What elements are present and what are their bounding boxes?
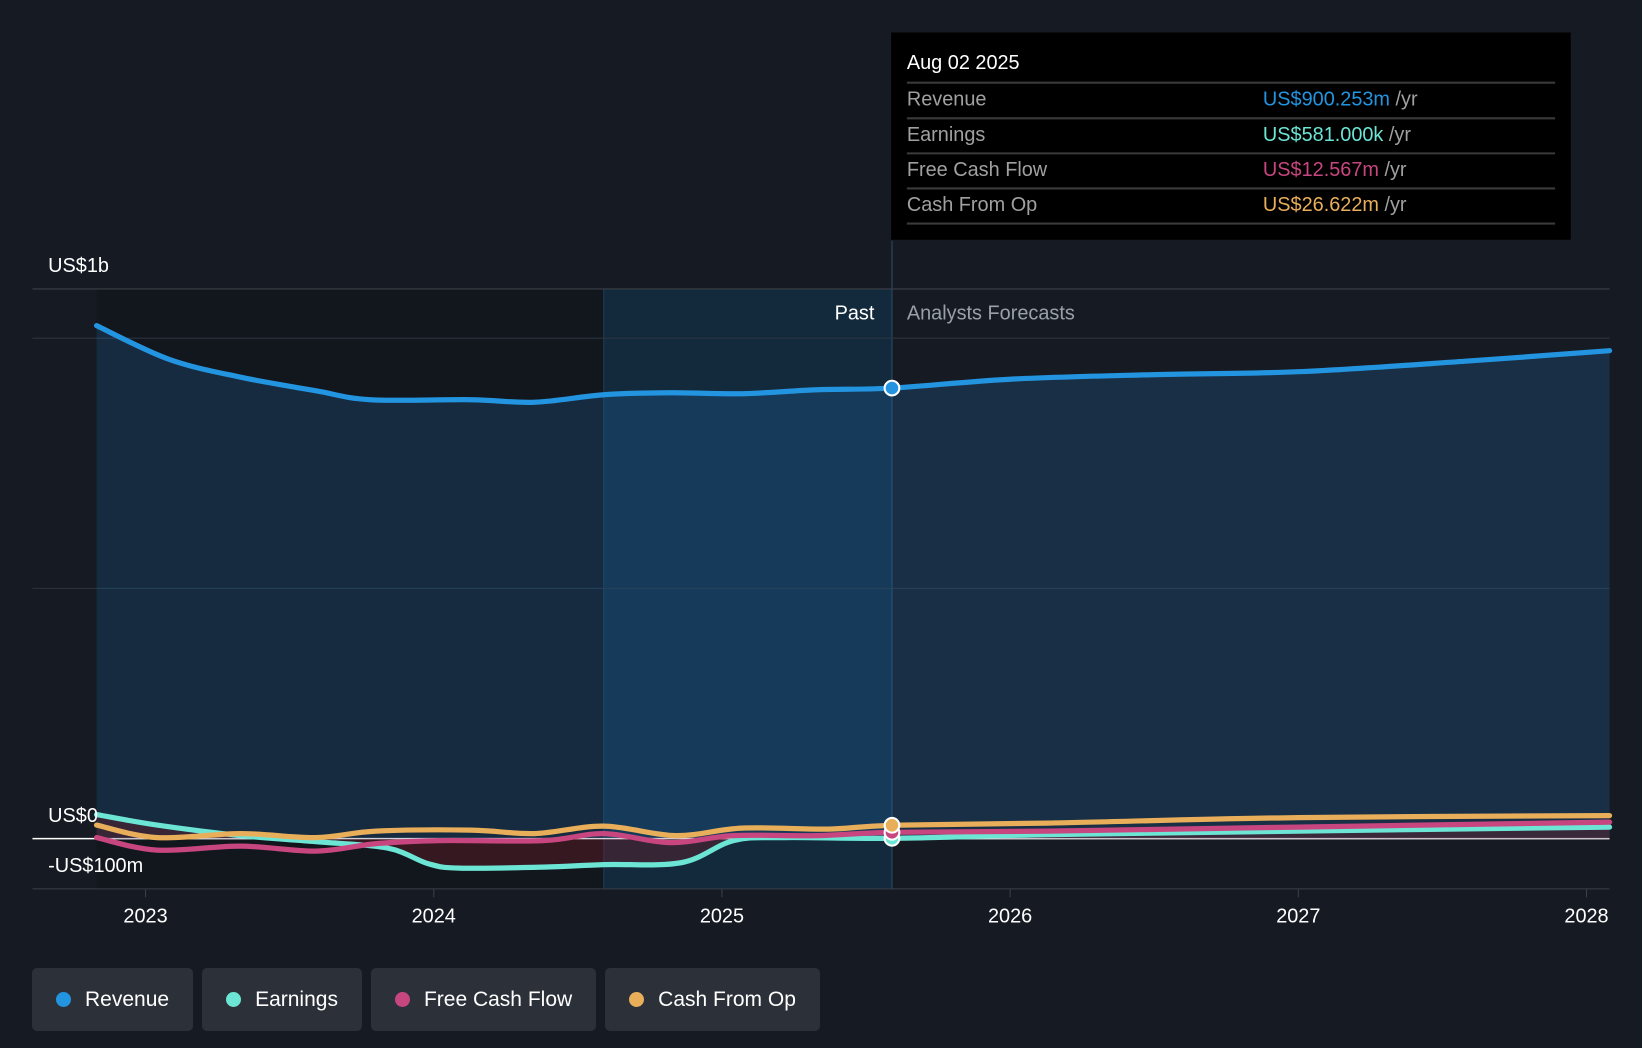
legend-item-cash-from-op[interactable]: Cash From Op bbox=[605, 968, 820, 1031]
marker-revenue bbox=[883, 379, 901, 397]
marker-cash-from-op bbox=[883, 816, 901, 834]
tooltip-row-label: Revenue bbox=[907, 89, 987, 111]
legend-label: Earnings bbox=[255, 987, 338, 1011]
x-tick-label: 2028 bbox=[1564, 905, 1608, 927]
tooltip-unit: /yr bbox=[1379, 159, 1407, 181]
x-tick-label: 2025 bbox=[700, 905, 744, 927]
legend-item-earnings[interactable]: Earnings bbox=[202, 968, 362, 1031]
tooltip-row-value: US$26.622m /yr bbox=[1263, 194, 1407, 216]
tooltip-date: Aug 02 2025 bbox=[907, 52, 1020, 74]
tooltip-unit: /yr bbox=[1383, 124, 1411, 146]
legend-label: Cash From Op bbox=[658, 987, 796, 1011]
line-cash-from-op bbox=[93, 812, 1613, 841]
past-label: Past bbox=[835, 302, 875, 324]
x-tick-label: 2027 bbox=[1276, 905, 1320, 927]
cfo-dot-icon bbox=[629, 992, 645, 1007]
legend-item-revenue[interactable]: Revenue bbox=[32, 968, 194, 1031]
tooltip-row-label: Free Cash Flow bbox=[907, 159, 1048, 181]
legend-item-free-cash-flow[interactable]: Free Cash Flow bbox=[370, 968, 597, 1031]
legend: Revenue Earnings Free Cash Flow Cash Fro… bbox=[32, 968, 820, 1031]
area-earnings bbox=[96, 814, 1610, 869]
tooltip-row-label: Earnings bbox=[907, 124, 986, 146]
y-tick-label: US$0 bbox=[48, 805, 98, 827]
tooltip-row-label: Cash From Op bbox=[907, 194, 1037, 216]
x-tick-label: 2023 bbox=[123, 905, 167, 927]
tooltip-unit: /yr bbox=[1379, 194, 1407, 216]
tooltip-row-value: US$900.253m /yr bbox=[1263, 89, 1418, 111]
earnings-dot-icon bbox=[226, 992, 242, 1007]
forecast-label: Analysts Forecasts bbox=[907, 302, 1075, 324]
line-free-cash-flow bbox=[93, 819, 1613, 854]
x-tick-label: 2026 bbox=[988, 905, 1032, 927]
tooltip-row-value: US$12.567m /yr bbox=[1263, 159, 1407, 181]
fcf-dot-icon bbox=[394, 992, 410, 1007]
line-earnings bbox=[93, 811, 1613, 871]
x-tick-label: 2024 bbox=[412, 905, 456, 927]
past-region bbox=[96, 288, 604, 889]
line-revenue bbox=[93, 323, 1613, 405]
area-revenue bbox=[96, 325, 1610, 839]
y-tick-label: -US$100m bbox=[48, 855, 143, 877]
legend-label: Revenue bbox=[85, 987, 170, 1011]
revenue-dot-icon bbox=[56, 992, 71, 1007]
legend-label: Free Cash Flow bbox=[423, 987, 573, 1011]
tooltip-unit: /yr bbox=[1390, 89, 1418, 111]
tooltip-row-value: US$581.000k /yr bbox=[1263, 124, 1411, 146]
y-tick-label: US$1b bbox=[48, 255, 109, 277]
tooltip-box bbox=[891, 32, 1571, 240]
